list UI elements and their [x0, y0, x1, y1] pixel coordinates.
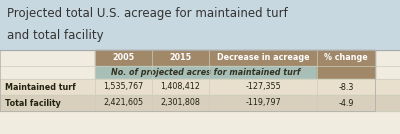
- Text: Maintained turf: Maintained turf: [5, 83, 76, 92]
- Text: -127,355: -127,355: [245, 83, 281, 92]
- Text: 2015: 2015: [170, 53, 192, 62]
- Text: 1,535,767: 1,535,767: [103, 83, 144, 92]
- Text: and total facility: and total facility: [7, 29, 104, 42]
- Text: -119,797: -119,797: [245, 98, 281, 107]
- Bar: [0, 79, 400, 95]
- Text: No. of projected acres for maintained turf: No. of projected acres for maintained tu…: [111, 68, 301, 77]
- Bar: [95, 66, 317, 79]
- Bar: [0, 95, 400, 111]
- Text: Decrease in acreage: Decrease in acreage: [217, 53, 309, 62]
- Text: 2,301,808: 2,301,808: [160, 98, 200, 107]
- Text: % change: % change: [324, 53, 368, 62]
- Text: Total facility: Total facility: [5, 98, 61, 107]
- Bar: [95, 50, 375, 66]
- Text: 2,421,605: 2,421,605: [104, 98, 144, 107]
- Text: -4.9: -4.9: [338, 98, 354, 107]
- Text: 1,408,412: 1,408,412: [160, 83, 200, 92]
- Text: -8.3: -8.3: [338, 83, 354, 92]
- Text: 2005: 2005: [112, 53, 134, 62]
- Text: Projected total U.S. acreage for maintained turf: Projected total U.S. acreage for maintai…: [7, 8, 288, 21]
- Bar: [317, 66, 375, 79]
- Bar: [0, 0, 400, 50]
- Bar: [0, 50, 375, 111]
